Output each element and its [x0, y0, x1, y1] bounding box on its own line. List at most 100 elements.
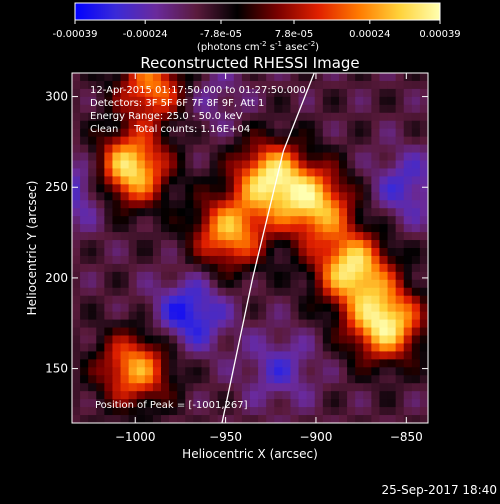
heatmap-cell	[387, 271, 397, 281]
heatmap-cell	[363, 311, 372, 321]
heatmap-cell	[209, 152, 219, 162]
heatmap-cell	[371, 216, 381, 225]
heatmap-cell	[274, 383, 283, 392]
heatmap-cell	[120, 224, 130, 233]
heatmap-cell	[144, 375, 154, 384]
heatmap-cell	[217, 144, 227, 154]
heatmap-cell	[371, 200, 381, 209]
heatmap-cell	[250, 383, 259, 392]
heatmap-cell	[201, 96, 211, 106]
heatmap-cell	[274, 399, 283, 408]
heatmap-cell	[411, 80, 421, 90]
heatmap-cell	[411, 240, 421, 249]
heatmap-cell	[177, 327, 186, 337]
heatmap-cell	[347, 240, 356, 249]
heatmap-cell	[104, 144, 114, 154]
heatmap-cell	[201, 144, 211, 154]
heatmap-cell	[112, 319, 122, 329]
heatmap-cell	[387, 343, 397, 352]
heatmap-cell	[136, 391, 146, 400]
heatmap-cell	[282, 391, 292, 400]
heatmap-cell	[314, 200, 324, 209]
heatmap-cell	[128, 343, 138, 352]
heatmap-cell	[217, 271, 227, 281]
heatmap-cell	[161, 88, 170, 98]
x-tick-label: −1000	[115, 430, 156, 444]
heatmap-cell	[363, 88, 372, 98]
heatmap-cell	[233, 112, 243, 122]
heatmap-cell	[250, 208, 259, 217]
heatmap-cell	[177, 232, 186, 241]
solar-limb-curve	[221, 73, 315, 423]
heatmap-cell	[379, 311, 389, 321]
heatmap-cell	[169, 232, 178, 241]
heatmap-cell	[266, 136, 275, 146]
heatmap-cell	[371, 248, 381, 257]
heatmap-cell	[306, 80, 316, 90]
heatmap-cell	[112, 399, 122, 408]
heatmap-cell	[339, 168, 348, 177]
heatmap-cell	[282, 208, 292, 217]
heatmap-cell	[274, 208, 283, 217]
colorbar-tick-label: 0.00039	[419, 29, 460, 40]
heatmap-cell	[363, 160, 372, 170]
heatmap-cell	[112, 176, 122, 185]
heatmap-cell	[411, 176, 421, 185]
heatmap-cell	[339, 303, 348, 313]
heatmap-cell	[419, 303, 428, 313]
heatmap-cell	[411, 104, 421, 114]
heatmap-cell	[233, 88, 243, 98]
heatmap-cell	[225, 335, 235, 345]
heatmap-cell	[403, 152, 413, 162]
heatmap-cell	[363, 96, 372, 106]
heatmap-cell	[355, 184, 364, 193]
heatmap-cell	[233, 375, 243, 384]
heatmap-cell	[363, 232, 372, 241]
heatmap-cell	[144, 104, 154, 114]
heatmap-cell	[136, 359, 146, 368]
heatmap-cell	[379, 351, 389, 360]
heatmap-cell	[80, 208, 89, 217]
heatmap-cell	[193, 112, 203, 122]
heatmap-cell	[185, 263, 194, 273]
heatmap-cell	[225, 73, 235, 82]
heatmap-cell	[355, 176, 364, 185]
heatmap-cell	[96, 327, 105, 337]
heatmap-cell	[88, 255, 97, 265]
heatmap-cell	[136, 144, 146, 154]
heatmap-cell	[112, 192, 122, 201]
heatmap-cell	[161, 279, 170, 289]
heatmap-cell	[314, 248, 324, 257]
heatmap-cell	[120, 120, 130, 130]
heatmap-cell	[266, 160, 275, 170]
heatmap-cell	[88, 248, 97, 257]
heatmap-cell	[120, 216, 130, 225]
heatmap-cell	[274, 407, 283, 416]
heatmap-cell	[322, 295, 332, 305]
heatmap-cell	[298, 367, 308, 376]
heatmap-cell	[96, 112, 105, 122]
heatmap-cell	[241, 224, 251, 233]
heatmap-cell	[128, 415, 138, 423]
heatmap-cell	[136, 407, 146, 416]
heatmap-cell	[290, 303, 300, 313]
heatmap-cell	[298, 136, 308, 146]
heatmap-cell	[128, 319, 138, 329]
heatmap-cell	[282, 271, 292, 281]
heatmap-cell	[104, 120, 114, 130]
heatmap-cell	[395, 200, 405, 209]
heatmap-cell	[217, 319, 227, 329]
heatmap-cell	[250, 136, 259, 146]
heatmap-cell	[306, 319, 316, 329]
heatmap-cell	[371, 391, 381, 400]
heatmap-cell	[120, 271, 130, 281]
heatmap-cell	[217, 351, 227, 360]
heatmap-cell	[363, 216, 372, 225]
heatmap-cell	[387, 327, 397, 337]
x-axis: −1000 −950 −900 −850	[115, 73, 423, 444]
heatmap-cell	[72, 88, 81, 98]
heatmap-cell	[371, 383, 381, 392]
heatmap-cell	[112, 232, 122, 241]
heatmap-cell	[395, 343, 405, 352]
heatmap-cell	[258, 240, 267, 249]
